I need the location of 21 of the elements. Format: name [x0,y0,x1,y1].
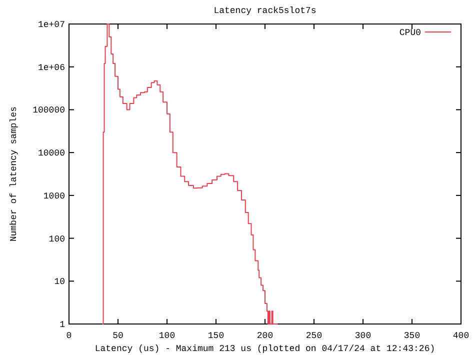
x-tick-label: 50 [112,331,124,341]
y-tick-label: 1 [60,320,65,330]
x-tick-label: 300 [354,331,372,341]
y-tick-label: 100 [48,234,65,244]
x-tick-label: 100 [158,331,176,341]
chart-title: Latency rack5slot7s [214,6,316,16]
y-tick-label: 1e+07 [38,20,65,30]
x-tick-label: 400 [452,331,470,341]
y-tick-label: 100000 [32,106,65,116]
x-tick-label: 0 [66,331,72,341]
y-tick-label: 10 [54,277,65,288]
y-tick-label: 1e+06 [38,62,65,73]
x-tick-label: 250 [306,331,322,341]
x-axis-title: Latency (us) - Maximum 213 us (plotted on 04/17/24 at 12:43:26) [94,344,436,354]
x-tick-label: 200 [256,331,274,341]
y-tick-label: 1000 [43,191,65,202]
legend-label: CPU0 [399,28,421,38]
x-tick-label: 150 [208,331,224,341]
x-tick-label: 350 [404,331,420,341]
y-axis-title: Number of latency samples [9,106,19,242]
y-tick-label: 10000 [38,148,65,159]
